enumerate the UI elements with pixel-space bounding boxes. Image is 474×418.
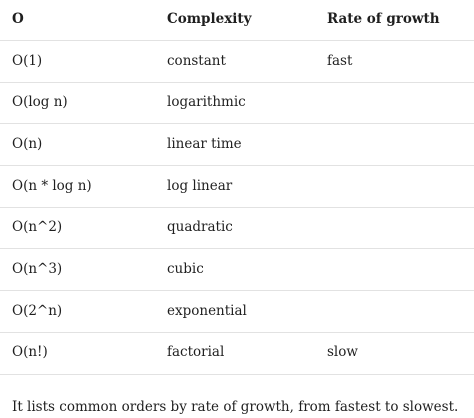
- cell-o: O(n!): [12, 344, 48, 361]
- complexity-table: O Complexity Rate of growth O(1) constan…: [0, 0, 474, 375]
- cell-o: O(n^3): [12, 261, 63, 278]
- cell-rate: slow: [327, 344, 358, 361]
- cell-complexity: log linear: [167, 177, 233, 194]
- header-rate-of-growth: Rate of growth: [327, 11, 440, 28]
- table-header-row: O Complexity Rate of growth: [0, 0, 474, 41]
- table-row: O(1) constant fast: [0, 41, 474, 83]
- cell-complexity: linear time: [167, 135, 242, 152]
- cell-complexity: cubic: [167, 261, 204, 278]
- cell-o: O(log n): [12, 94, 68, 111]
- cell-o: O(n): [12, 135, 43, 152]
- cell-rate: fast: [327, 52, 353, 69]
- cell-complexity: quadratic: [167, 219, 233, 236]
- table-row: O(n * log n) log linear: [0, 166, 474, 208]
- cell-complexity: logarithmic: [167, 94, 246, 111]
- header-o: O: [12, 11, 24, 28]
- cell-complexity: constant: [167, 52, 226, 69]
- cell-complexity: factorial: [167, 344, 225, 361]
- table-row: O(n^2) quadratic: [0, 208, 474, 250]
- cell-complexity: exponential: [167, 302, 247, 319]
- table-caption: It lists common orders by rate of growth…: [12, 399, 459, 415]
- cell-o: O(n^2): [12, 219, 63, 236]
- cell-o: O(2^n): [12, 302, 63, 319]
- table-row: O(log n) logarithmic: [0, 83, 474, 125]
- cell-o: O(n * log n): [12, 177, 92, 194]
- cell-o: O(1): [12, 52, 43, 69]
- table-row: O(n^3) cubic: [0, 249, 474, 292]
- table-row: O(n!) factorial slow: [0, 333, 474, 375]
- table-row: O(n) linear time: [0, 124, 474, 167]
- table-row: O(2^n) exponential: [0, 291, 474, 333]
- header-complexity: Complexity: [167, 11, 252, 28]
